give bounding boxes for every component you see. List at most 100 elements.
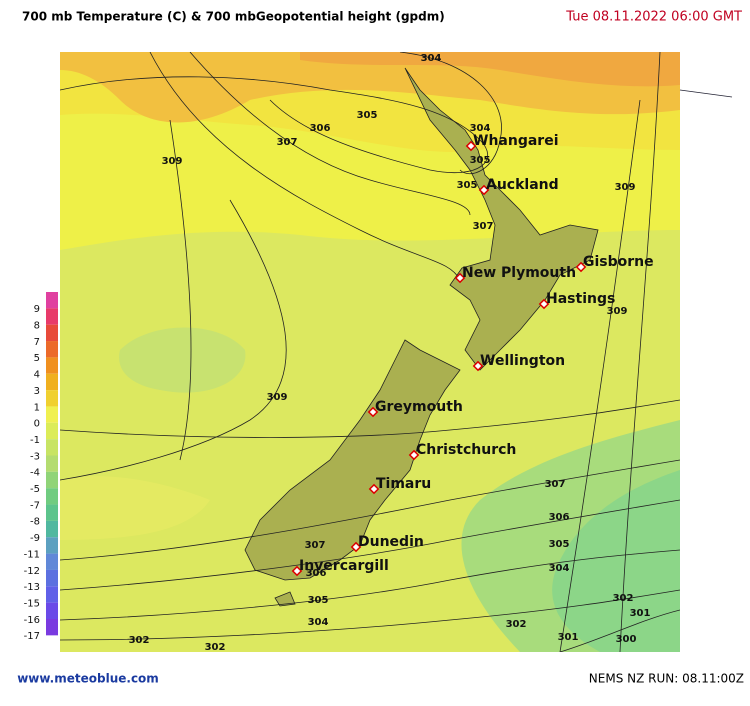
contour-label: 307 (305, 540, 326, 551)
city-marker (472, 360, 484, 372)
legend-swatch (46, 553, 58, 570)
contour-label: 305 (357, 110, 378, 121)
legend-label: -7 (30, 500, 40, 511)
city-marker (350, 541, 362, 553)
contour-label: 306 (310, 123, 331, 134)
legend-label: -17 (24, 631, 40, 642)
legend-label: 0 (34, 419, 40, 430)
city-label: Hastings (546, 291, 615, 307)
city-label: Greymouth (375, 399, 463, 415)
legend-label: 8 (34, 321, 40, 332)
contour-label: 307 (545, 479, 566, 490)
contour-label: 304 (470, 123, 491, 134)
legend-label: 1 (34, 402, 40, 413)
city-label: Gisborne (583, 254, 654, 270)
legend-label: -12 (24, 566, 40, 577)
city-label: Wellington (480, 353, 565, 369)
land (244, 67, 599, 607)
contour-label: 309 (267, 392, 288, 403)
contour-label: 304 (549, 563, 570, 574)
contour-label: 302 (506, 619, 527, 630)
contour-label: 309 (162, 156, 183, 167)
city-marker (465, 140, 477, 152)
title: 700 mb Temperature (C) & 700 mbGeopotent… (22, 10, 445, 24)
legend-label: -4 (30, 468, 40, 479)
legend-label: -15 (24, 598, 40, 609)
legend-swatch (46, 308, 58, 325)
legend-swatch (46, 406, 58, 423)
legend-label: -8 (30, 517, 40, 528)
city-marker (575, 261, 587, 273)
legend-swatch (46, 537, 58, 554)
legend-label: -5 (30, 484, 40, 495)
legend-label: -13 (24, 582, 40, 593)
contour-label: 302 (613, 593, 634, 604)
contour-label: 301 (558, 632, 579, 643)
city-marker (368, 483, 380, 495)
city-label: Dunedin (358, 534, 424, 550)
legend-swatch (46, 422, 58, 440)
contour-label: 307 (473, 221, 494, 232)
legend-swatch (46, 455, 58, 472)
site-link[interactable]: www.meteoblue.com (17, 672, 159, 686)
city-label: Christchurch (416, 442, 516, 458)
legend-swatch (46, 341, 58, 358)
contours (60, 52, 680, 652)
contour-label: 309 (607, 306, 628, 317)
legend-swatch (46, 373, 58, 391)
legend-swatch (46, 586, 58, 603)
legend-label: 9 (34, 304, 40, 315)
date: Tue 08.11.2022 06:00 GMT (565, 10, 742, 25)
contour-label: 302 (205, 642, 226, 653)
legend-label: -16 (24, 615, 40, 626)
map-field (60, 52, 680, 652)
contour-label: 302 (129, 635, 150, 646)
city-label: New Plymouth (462, 265, 576, 281)
city-marker (367, 406, 379, 418)
city-marker (538, 298, 550, 310)
legend-swatch (46, 357, 58, 374)
legend-swatch (46, 504, 58, 521)
contour-label: 307 (277, 137, 298, 148)
contour-label: 300 (616, 634, 637, 645)
city-label: Invercargill (299, 558, 389, 574)
legend-swatch (46, 602, 58, 619)
legend-label: -9 (30, 533, 40, 544)
legend-label: 4 (34, 370, 40, 381)
legend-label: 7 (34, 337, 40, 348)
contour-label: 304 (308, 617, 329, 628)
legend-swatch (46, 488, 58, 505)
legend-label: -3 (30, 451, 40, 462)
contour-label: 305 (549, 539, 570, 550)
legend-swatch (46, 619, 58, 636)
legend-swatch (46, 471, 58, 489)
contour-label: 305 (457, 180, 478, 191)
city-label: Auckland (486, 177, 559, 193)
city-label: Whangarei (473, 133, 559, 149)
legend-label: 3 (34, 386, 40, 397)
legend-label: 5 (34, 353, 40, 364)
contour-label: 305 (308, 595, 329, 606)
legend-label: -1 (30, 435, 40, 446)
legend-swatch (46, 390, 58, 407)
contour-label: 301 (630, 608, 651, 619)
run-info: NEMS NZ RUN: 08.11:00Z (589, 672, 744, 686)
city-marker (478, 184, 490, 196)
city-label: Timaru (376, 476, 431, 492)
contour-label: 306 (549, 512, 570, 523)
legend-swatch (46, 569, 58, 587)
contour-label: 306 (306, 568, 327, 579)
city-marker (454, 272, 466, 284)
legend-label: -11 (24, 549, 40, 560)
legend-swatch (46, 439, 58, 456)
contour-label: 305 (470, 155, 491, 166)
legend-swatch (46, 520, 58, 538)
legend-swatch (46, 292, 58, 309)
legend-swatch (46, 324, 58, 342)
city-marker (408, 449, 420, 461)
contour-label: 304 (421, 53, 442, 64)
contour-label: 309 (615, 182, 636, 193)
city-marker (291, 565, 303, 577)
